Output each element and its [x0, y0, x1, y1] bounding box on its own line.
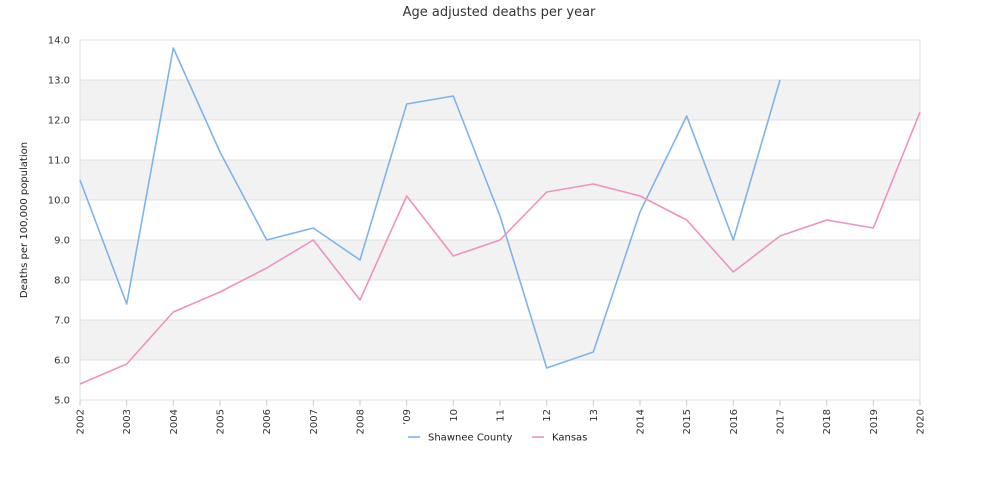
y-tick-label: 12.0 — [48, 116, 70, 127]
x-tick-label: 2007 — [309, 409, 320, 434]
x-tick-label: 13 — [589, 409, 600, 422]
legend-label[interactable]: Shawnee County — [428, 433, 513, 444]
y-tick-label: 8.0 — [54, 276, 70, 287]
plot-bands — [80, 80, 920, 360]
x-tick-label: 2008 — [356, 409, 367, 434]
x-tick-label: 2018 — [822, 409, 833, 434]
x-tick-label: 2016 — [729, 409, 740, 434]
y-axis-title: Deaths per 100,000 population — [19, 142, 30, 298]
y-tick-label: 6.0 — [54, 356, 70, 367]
y-tick-label: 9.0 — [54, 236, 70, 247]
y-axis: 5.0 6.0 7.0 8.0 9.0 10.0 11.0 12.0 13.0 14.0 — [48, 36, 70, 407]
x-tick-label: 12 — [542, 409, 553, 422]
y-tick-label: 13.0 — [48, 76, 70, 87]
x-tick-label: 11 — [496, 409, 507, 422]
legend: Shawnee County Kansas — [408, 433, 587, 444]
series-line-kansas — [79, 111, 921, 385]
x-tick-label: 2006 — [262, 409, 273, 434]
x-tick-label: 2019 — [869, 409, 880, 434]
x-tick-label: 2002 — [76, 409, 87, 434]
chart-title: Age adjusted deaths per year — [403, 5, 596, 20]
x-tick-label: 10 — [449, 409, 460, 422]
grid-band — [80, 160, 920, 200]
x-axis: 2002 2003 2004 2005 2006 2007 2008 ’09 10 11 12 13 2… — [76, 400, 927, 434]
y-tick-label: 5.0 — [54, 396, 70, 407]
x-tick-label: 2004 — [169, 409, 180, 434]
y-tick-label: 7.0 — [54, 316, 70, 327]
grid-band — [80, 240, 920, 280]
x-tick-label: 2015 — [682, 409, 693, 434]
x-tick-label: 2020 — [916, 409, 927, 434]
x-tick-label: 2005 — [216, 409, 227, 434]
y-tick-label: 14.0 — [48, 36, 70, 47]
x-tick-label: 2017 — [776, 409, 787, 434]
series-lines — [79, 47, 921, 385]
x-tick-label: 2014 — [636, 409, 647, 434]
series-line-shawnee-county — [79, 47, 781, 369]
x-tick-label: 2003 — [122, 409, 133, 434]
x-tick-label: ’09 — [402, 409, 413, 425]
y-tick-label: 10.0 — [48, 196, 70, 207]
grid-band — [80, 320, 920, 360]
grid-band — [80, 80, 920, 120]
legend-label[interactable]: Kansas — [552, 433, 587, 444]
y-tick-label: 11.0 — [48, 156, 70, 167]
